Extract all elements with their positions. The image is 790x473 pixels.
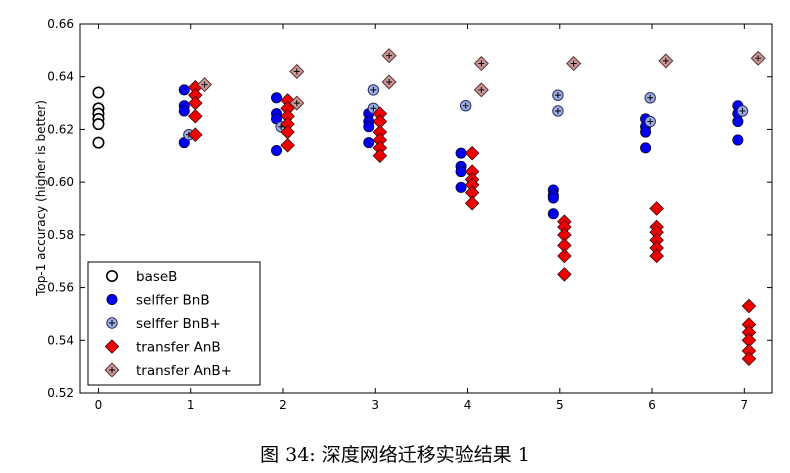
data-point-selffer-bnb [271, 145, 283, 157]
legend-label: selffer BnB [136, 293, 210, 309]
x-tick-label: 3 [371, 398, 379, 412]
data-point-transfer-anb [557, 267, 572, 282]
data-point-selffer-bnb [363, 121, 375, 133]
y-tick-label: 0.62 [47, 122, 74, 136]
data-point-transfer-anb [188, 109, 203, 124]
y-axis-label: Top-1 accuracy (higher is better) [34, 100, 48, 297]
x-tick-label: 0 [95, 398, 103, 412]
data-point-transfer-anb [464, 145, 480, 161]
data-point-selffer-bnb [178, 105, 190, 117]
data-point-selffer-bnb [547, 208, 559, 220]
data-point-selffer-bnb- [367, 84, 380, 96]
data-point-transfer-anb- [473, 82, 489, 98]
legend-marker [106, 317, 118, 329]
legend-marker [106, 293, 118, 305]
plot-area: 0 1 2 3 4 5 6 7 0.52 0.54 0.56 0.58 0.60 0.62 0.64 0.66 [47, 17, 773, 412]
data-point-selffer-bnb [732, 116, 744, 128]
y-tick-label: 0.66 [47, 17, 74, 31]
data-point-selffer-bnb- [552, 89, 564, 101]
data-point-transfer-anb- [473, 56, 489, 72]
data-point-transfer-anb [280, 138, 295, 153]
data-point-selffer-bnb [640, 126, 652, 138]
legend-label: selffer BnB+ [136, 316, 221, 332]
x-tick-label: 7 [740, 398, 748, 412]
data-point-transfer-anb- [289, 63, 305, 79]
data-point-baseb [92, 118, 105, 131]
data-point-baseb [92, 136, 105, 149]
y-tick-label: 0.58 [47, 228, 74, 242]
data-point-transfer-anb [464, 196, 480, 211]
data-point-selffer-bnb [455, 166, 467, 178]
data-point-transfer-anb [188, 127, 203, 142]
y-tick-label: 0.64 [47, 70, 74, 84]
data-point-selffer-bnb [455, 181, 467, 193]
data-point-selffer-bnb- [736, 105, 749, 117]
data-point-transfer-anb [741, 298, 757, 314]
x-tick-label: 2 [279, 398, 287, 412]
legend-marker [104, 362, 120, 378]
legend-label: transfer AnB+ [136, 363, 232, 379]
data-point-transfer-anb- [750, 50, 766, 66]
data-point-selffer-bnb [640, 142, 652, 154]
data-point-transfer-anb [557, 248, 572, 264]
data-point-transfer-anb [649, 201, 664, 216]
legend-marker [104, 339, 120, 354]
data-point-selffer-bnb- [459, 100, 472, 112]
data-point-selffer-bnb [178, 84, 190, 96]
x-tick-label: 5 [556, 398, 564, 412]
transfer-accuracy-chart: 0 1 2 3 4 5 6 7 0.52 0.54 0.56 0.58 0.60 0.62 0.64 0.66… [34, 17, 773, 412]
data-point-selffer-bnb [547, 192, 559, 204]
data-point-transfer-anb- [381, 48, 397, 64]
data-point-transfer-anb- [566, 56, 582, 72]
data-point-baseb [92, 86, 105, 99]
data-point-selffer-bnb- [552, 105, 564, 117]
data-point-transfer-anb- [197, 77, 213, 93]
data-point-transfer-anb [188, 95, 203, 111]
y-tick-label: 0.54 [47, 333, 74, 347]
legend-label: transfer AnB [136, 340, 221, 356]
data-point-transfer-anb- [381, 74, 397, 90]
data-point-selffer-bnb [363, 137, 375, 149]
plot-frame [79, 23, 773, 394]
data-point-transfer-anb [649, 248, 664, 264]
legend-marker [106, 269, 119, 282]
y-tick-label: 0.52 [47, 386, 74, 400]
data-point-transfer-anb- [289, 95, 305, 111]
y-tick-label: 0.60 [47, 175, 74, 189]
data-point-transfer-anb [372, 148, 388, 164]
legend: baseB selffer BnB selffer BnB+ transfer AnB… [87, 261, 261, 386]
data-point-transfer-anb- [658, 53, 674, 69]
x-tick-label: 1 [187, 398, 195, 412]
x-tick-label: 6 [648, 398, 656, 412]
data-point-selffer-bnb [271, 92, 283, 104]
y-tick-label: 0.56 [47, 281, 74, 295]
legend-label: baseB [136, 269, 177, 285]
data-point-selffer-bnb [455, 147, 467, 159]
figure-caption: 图 34: 深度网络迁移实验结果 1 [260, 444, 530, 466]
data-point-transfer-anb [741, 351, 757, 366]
data-point-selffer-bnb- [644, 92, 656, 104]
data-point-selffer-bnb [732, 134, 744, 146]
x-tick-label: 4 [464, 398, 472, 412]
data-point-selffer-bnb- [644, 115, 656, 128]
